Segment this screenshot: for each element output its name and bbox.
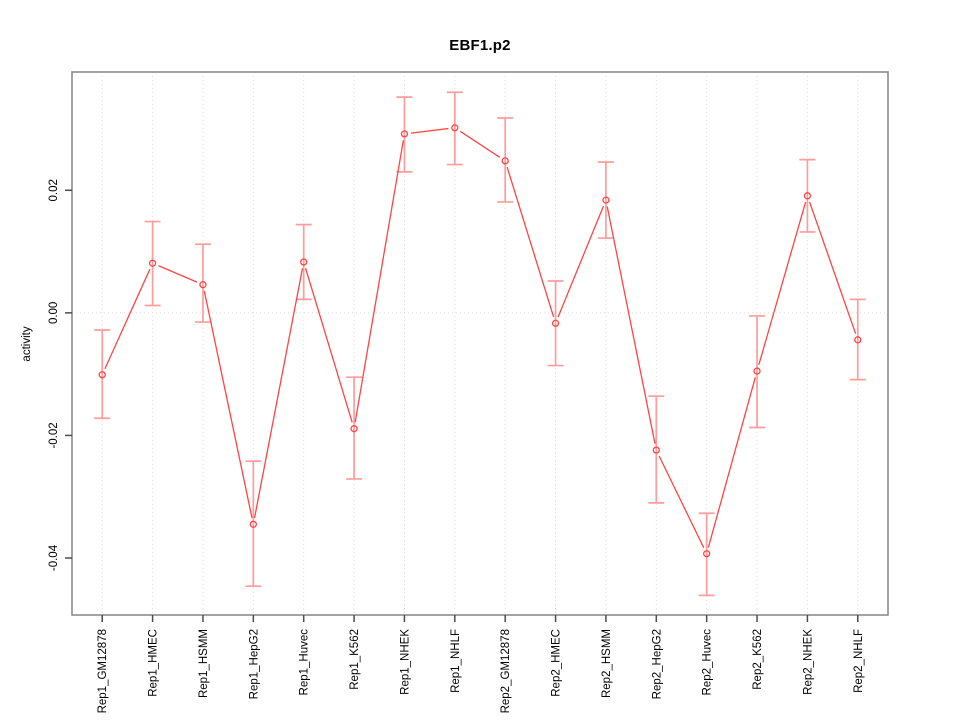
x-category-label: Rep1_NHEK bbox=[399, 629, 411, 695]
x-category-label: Rep2_NHLF bbox=[853, 629, 865, 693]
series-line-segment bbox=[758, 201, 807, 366]
x-category-label: Rep2_GM12878 bbox=[500, 629, 512, 713]
series-line-segment bbox=[707, 377, 756, 548]
x-category-label: Rep1_K562 bbox=[349, 629, 361, 690]
data-point bbox=[652, 446, 660, 454]
x-category-label: Rep2_Huvec bbox=[702, 629, 714, 696]
data-point bbox=[753, 367, 761, 375]
y-tick-label: 0.00 bbox=[48, 302, 60, 324]
data-point bbox=[451, 124, 459, 132]
series-line-segment bbox=[459, 130, 501, 158]
series-line-segment bbox=[304, 268, 353, 423]
y-tick-label: 0.02 bbox=[48, 179, 60, 201]
x-category-label: Rep2_K562 bbox=[752, 629, 764, 690]
y-tick-label: -0.04 bbox=[48, 544, 60, 571]
x-category-label: Rep2_NHEK bbox=[802, 629, 814, 695]
series-line-segment bbox=[158, 265, 198, 283]
data-point bbox=[551, 319, 560, 327]
data-point bbox=[350, 425, 358, 433]
series-line-segment bbox=[203, 290, 253, 519]
series-line-segment bbox=[104, 268, 151, 370]
y-tick-label: -0.02 bbox=[48, 422, 60, 448]
x-category-label: Rep1_HMEC bbox=[148, 629, 160, 697]
series-line-segment bbox=[808, 201, 857, 334]
data-point bbox=[703, 550, 711, 558]
x-category-label: Rep1_Huvec bbox=[299, 629, 311, 696]
x-category-label: Rep2_HSMM bbox=[601, 629, 613, 698]
data-point bbox=[98, 371, 106, 379]
series-line-segment bbox=[354, 140, 404, 423]
data-point bbox=[803, 192, 812, 200]
series-line-segment bbox=[506, 166, 555, 318]
data-point bbox=[501, 157, 509, 165]
data-point bbox=[199, 281, 207, 289]
data-point bbox=[148, 259, 157, 267]
series-line-segment bbox=[658, 455, 705, 549]
data-point bbox=[400, 130, 409, 138]
series-line-segment bbox=[606, 206, 656, 444]
data-point bbox=[854, 336, 862, 344]
plot-frame bbox=[71, 71, 889, 616]
chart-title: EBF1.p2 bbox=[449, 37, 511, 54]
x-category-label: Rep1_HepG2 bbox=[248, 629, 260, 699]
x-category-label: Rep2_HepG2 bbox=[651, 629, 663, 699]
x-category-label: Rep1_HSMM bbox=[198, 629, 210, 698]
x-category-label: Rep1_NHLF bbox=[450, 629, 462, 693]
x-category-label: Rep2_HMEC bbox=[551, 629, 563, 697]
x-category-label: Rep1_GM12878 bbox=[97, 629, 109, 713]
series-line-segment bbox=[410, 127, 449, 134]
data-point bbox=[602, 196, 610, 204]
series-line-segment bbox=[253, 268, 304, 519]
data-point bbox=[300, 258, 308, 266]
series-line-segment bbox=[557, 205, 605, 318]
data-point bbox=[249, 520, 257, 528]
